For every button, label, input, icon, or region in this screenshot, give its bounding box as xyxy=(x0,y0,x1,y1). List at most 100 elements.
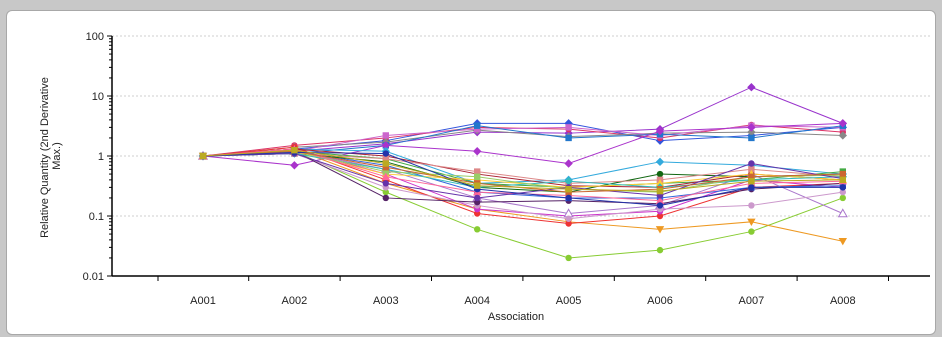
series-line xyxy=(202,149,843,192)
x-axis-label: Association xyxy=(488,311,544,323)
data-point xyxy=(291,146,298,154)
data-point xyxy=(839,176,846,184)
data-point xyxy=(748,184,755,191)
data-point xyxy=(565,194,572,202)
data-point xyxy=(382,180,389,187)
data-point xyxy=(748,134,755,142)
data-point xyxy=(382,168,389,175)
x-tick-label: A005 xyxy=(556,295,582,307)
data-point xyxy=(655,196,665,204)
data-point xyxy=(655,179,665,187)
series-line xyxy=(202,153,843,184)
data-point xyxy=(474,226,481,233)
data-point xyxy=(839,170,846,178)
data-point xyxy=(564,159,573,168)
x-tick-label: A002 xyxy=(282,295,308,307)
x-tick-label: A006 xyxy=(647,295,673,307)
series-line xyxy=(202,125,843,157)
data-point xyxy=(474,125,481,133)
series-line xyxy=(202,122,843,166)
data-point xyxy=(564,177,573,186)
data-point xyxy=(565,185,572,193)
series-line xyxy=(202,122,843,157)
data-point xyxy=(839,188,846,196)
y-tick-labels: 100 10 1 0.1 0.01 xyxy=(83,31,104,283)
data-point xyxy=(382,150,389,157)
y-axis-label: Relative Quantity (2nd Derivative Max.) xyxy=(39,74,63,238)
data-point xyxy=(837,208,848,218)
x-tick-label: A008 xyxy=(830,295,856,307)
data-point xyxy=(838,131,847,140)
y-tick-label: 0.1 xyxy=(89,211,104,223)
data-point xyxy=(747,218,756,227)
data-point xyxy=(747,123,756,132)
data-point xyxy=(655,226,665,234)
data-point xyxy=(655,157,665,167)
data-point xyxy=(382,155,389,162)
data-point xyxy=(838,119,847,128)
series-line xyxy=(202,150,843,205)
data-point xyxy=(748,160,755,167)
data-point xyxy=(747,83,756,92)
y-tick-label: 10 xyxy=(92,91,104,103)
data-point xyxy=(473,147,482,156)
data-point xyxy=(290,161,299,170)
series-group xyxy=(197,83,848,262)
data-point xyxy=(747,127,756,137)
data-point xyxy=(748,202,755,209)
y-tick-label: 1 xyxy=(98,151,104,163)
series-line xyxy=(202,129,843,157)
data-point xyxy=(565,134,572,142)
data-point xyxy=(748,228,755,235)
series-line xyxy=(202,153,843,220)
data-point xyxy=(565,220,572,227)
data-point xyxy=(838,238,847,246)
series-line xyxy=(202,86,843,157)
series-line xyxy=(202,150,843,259)
data-point xyxy=(199,152,207,160)
data-point xyxy=(565,215,572,222)
data-point xyxy=(839,184,846,191)
data-point xyxy=(655,126,665,136)
series-line xyxy=(202,148,843,184)
x-tick-label: A003 xyxy=(373,295,399,307)
series-line xyxy=(202,148,843,188)
data-point xyxy=(839,194,846,202)
data-point xyxy=(381,141,390,150)
x-tick-label: A007 xyxy=(739,295,765,307)
axes xyxy=(107,35,930,281)
data-point xyxy=(474,182,481,189)
data-point xyxy=(474,173,481,181)
data-point xyxy=(382,188,389,196)
data-point xyxy=(474,168,481,175)
data-point xyxy=(382,164,389,171)
series-7 xyxy=(198,119,847,170)
series-line xyxy=(202,153,843,193)
series-line xyxy=(202,151,843,206)
data-point xyxy=(565,124,572,131)
data-point xyxy=(656,187,664,195)
data-point xyxy=(748,166,755,173)
series-line xyxy=(202,153,843,188)
series-line xyxy=(202,153,843,199)
data-point xyxy=(474,122,481,129)
data-point xyxy=(748,173,755,181)
y-axis-label-line-2: Max.) xyxy=(51,142,63,170)
series-line xyxy=(202,150,843,215)
data-point xyxy=(382,160,389,167)
data-point xyxy=(656,202,664,209)
y-axis-label-line-1: Relative Quantity (2nd Derivative xyxy=(39,77,51,238)
x-tick-label: A001 xyxy=(190,295,216,307)
data-point xyxy=(656,170,664,178)
x-tick-label: A004 xyxy=(464,295,490,307)
data-point xyxy=(382,132,389,139)
data-point xyxy=(656,246,664,254)
data-point xyxy=(565,254,572,262)
data-point xyxy=(382,194,389,202)
data-point xyxy=(656,212,664,220)
x-tick-labels: A001 A002 A003 A004 A005 A006 A007 A008 xyxy=(190,295,856,307)
series-28 xyxy=(199,146,846,195)
data-point xyxy=(381,172,390,181)
y-tick-label: 100 xyxy=(86,31,104,43)
